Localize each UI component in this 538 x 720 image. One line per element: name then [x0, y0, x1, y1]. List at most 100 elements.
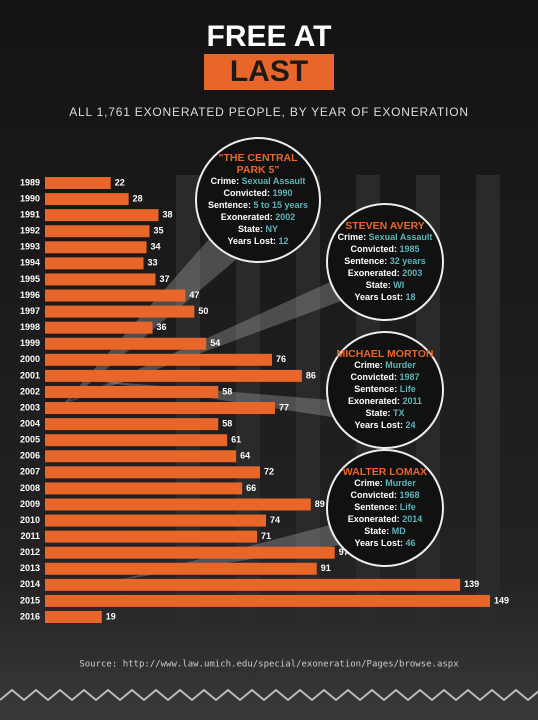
callout-circle [326, 331, 444, 449]
callout-field: Crime: Sexual Assault [211, 176, 306, 186]
value-label: 22 [115, 177, 125, 187]
y-tick-label: 1997 [20, 306, 40, 316]
value-label: 36 [157, 322, 167, 332]
field-value: 32 years [390, 256, 426, 266]
bar [45, 418, 219, 431]
value-label: 38 [162, 210, 172, 220]
field-label: Years Lost: [354, 538, 403, 548]
bar [45, 402, 275, 415]
bar [45, 482, 243, 495]
callout-field: Crime: Murder [354, 478, 416, 488]
value-label: 33 [148, 258, 158, 268]
callout-field: Sentence: Life [354, 502, 416, 512]
value-label: 54 [210, 338, 220, 348]
callout-circle [326, 449, 444, 567]
callout-field: State: TX [365, 408, 404, 418]
field-label: Years Lost: [354, 292, 403, 302]
callout-field: Sentence: 32 years [344, 256, 426, 266]
field-label: Sentence: [354, 384, 397, 394]
value-label: 139 [464, 579, 479, 589]
value-label: 66 [246, 483, 256, 493]
field-value: Murder [385, 478, 416, 488]
field-label: State: [364, 526, 389, 536]
y-tick-label: 2011 [20, 531, 40, 541]
y-tick-label: 2003 [20, 402, 40, 412]
callout-field: Exonerated: 2002 [221, 212, 296, 222]
field-label: Crime: [338, 232, 367, 242]
field-value: 1990 [273, 188, 293, 198]
field-label: Convicted: [350, 490, 397, 500]
field-value: Life [400, 502, 416, 512]
bar [45, 225, 150, 238]
value-label: 28 [133, 193, 143, 203]
y-tick-label: 2000 [20, 354, 40, 364]
bar [45, 257, 144, 270]
callout-field: Convicted: 1985 [350, 244, 419, 254]
bar [45, 289, 186, 302]
field-label: State: [366, 280, 391, 290]
value-label: 47 [189, 290, 199, 300]
field-label: Convicted: [223, 188, 270, 198]
bar [45, 385, 219, 398]
callout-circle [195, 137, 321, 263]
field-value: 5 to 15 years [253, 200, 308, 210]
y-tick-label: 2001 [20, 370, 40, 380]
bar [45, 209, 159, 222]
value-label: 77 [279, 402, 289, 412]
field-label: Crime: [354, 478, 383, 488]
bar [45, 193, 129, 206]
subtitle: ALL 1,761 EXONERATED PEOPLE, BY YEAR OF … [69, 105, 469, 119]
y-tick-label: 1991 [20, 210, 40, 220]
callout-field: State: MD [364, 526, 406, 536]
callout-field: Sentence: Life [354, 384, 416, 394]
barbed-wire [0, 688, 538, 702]
bar [45, 546, 335, 559]
callout-title: MICHAEL MORTON [336, 348, 433, 360]
callout-field: Convicted: 1990 [223, 188, 292, 198]
field-label: Exonerated: [348, 396, 400, 406]
y-tick-label: 1999 [20, 338, 40, 348]
bar [45, 321, 153, 334]
bar [45, 353, 272, 366]
field-value: 12 [279, 236, 289, 246]
bar [45, 177, 111, 189]
y-tick-label: 1998 [20, 322, 40, 332]
title-highlight-text: LAST [230, 55, 308, 88]
callout-field: State: NY [238, 224, 278, 234]
callout-title: WALTER LOMAX [343, 466, 427, 478]
value-label: 74 [270, 515, 280, 525]
bar [45, 466, 261, 479]
y-tick-label: 2007 [20, 467, 40, 477]
callout-field: Years Lost: 18 [354, 292, 415, 302]
value-label: 61 [231, 435, 241, 445]
field-label: Crime: [354, 360, 383, 370]
value-label: 97 [339, 547, 349, 557]
bar [45, 305, 195, 318]
field-value: 1985 [400, 244, 420, 254]
field-label: Exonerated: [348, 514, 400, 524]
callout-circle [326, 203, 444, 321]
y-tick-label: 2006 [20, 451, 40, 461]
field-value: 24 [406, 420, 416, 430]
field-label: Convicted: [350, 372, 397, 382]
value-label: 64 [240, 451, 250, 461]
callout-field: Convicted: 1968 [350, 490, 419, 500]
bar [45, 530, 258, 543]
bar [45, 241, 147, 254]
field-label: Crime: [211, 176, 240, 186]
field-value: 1968 [400, 490, 420, 500]
field-value: 18 [406, 292, 416, 302]
y-tick-label: 2014 [20, 579, 40, 589]
field-value: Murder [385, 360, 416, 370]
title-highlight [204, 54, 334, 90]
field-value: MD [392, 526, 406, 536]
field-label: State: [238, 224, 263, 234]
value-label: 71 [261, 531, 271, 541]
callout-field: Years Lost: 24 [354, 420, 415, 430]
bar [45, 450, 237, 463]
bar [45, 562, 317, 575]
